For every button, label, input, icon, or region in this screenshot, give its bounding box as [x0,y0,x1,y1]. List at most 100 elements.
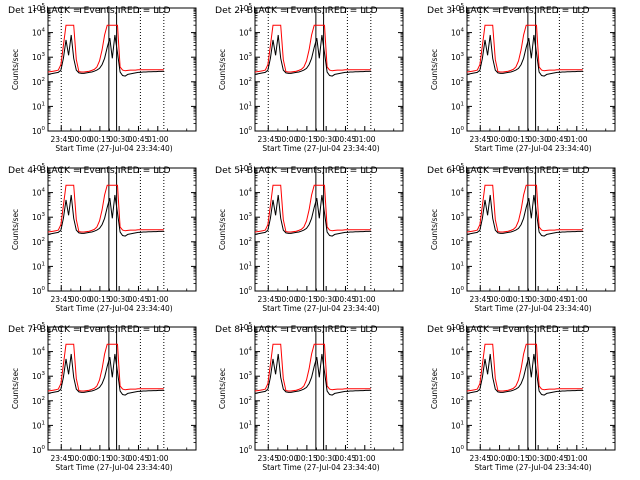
y-tick-label: 100 [239,286,253,296]
x-tick-label: 01:00 [147,135,169,144]
y-tick-label: 102 [451,396,464,406]
series-events-line [254,34,371,77]
plot-panel-2: Det 2r BLACK = Events, RED = LLD 100 101 10… [215,3,404,153]
x-axis-label: Start Time (27-Jul-04 23:34:40) [474,144,591,153]
series-events-line [466,353,583,396]
x-tick-label: 23:45 [257,295,279,304]
x-tick-label: 00:00 [277,295,299,304]
x-tick-label: 01:00 [354,454,376,463]
x-tick-label: 00:30 [108,454,130,463]
y-tick-label: 105 [239,3,253,13]
series-lld-line [47,184,164,233]
x-tick-label: 23:45 [50,135,72,144]
x-tick-label: 00:00 [277,135,299,144]
plot-panel-3: Det 3r BLACK = Events, RED = LLD 100 101 10… [427,3,616,153]
series-lld-line [254,184,371,233]
x-tick-label: 00:45 [128,454,150,463]
plot-panel-9: Det 9r BLACK = Events, RED = LLD 100 101 10… [427,322,616,472]
plot-panel-5: Det 5r BLACK = Events, RED = LLD 100 101 10… [215,163,404,313]
y-tick-label: 102 [32,77,45,87]
plot-frame [47,167,197,292]
x-tick-label: 01:00 [147,295,169,304]
series-events-line [466,34,583,77]
x-tick-label: 23:45 [257,135,279,144]
x-tick-label: 00:15 [296,295,318,304]
y-tick-label: 104 [32,347,46,357]
series-events-line [47,353,164,396]
plot-panel-7: Det 7r BLACK = Events, RED = LLD 100 101 10… [8,322,197,472]
y-tick-label: 102 [239,237,252,247]
y-tick-label: 100 [239,126,253,136]
x-tick-label: 23:45 [469,135,491,144]
plot-title: Det 4r BLACK = Events, RED = LLD [8,165,171,176]
y-tick-label: 100 [32,126,46,136]
y-tick-label: 105 [32,322,46,332]
y-axis-label: Counts/sec [430,368,439,409]
x-tick-label: 00:45 [547,295,569,304]
y-tick-label: 103 [239,52,253,62]
y-tick-label: 100 [32,286,46,296]
y-tick-label: 100 [32,445,46,455]
y-tick-label: 103 [32,371,46,381]
x-tick-label: 00:15 [89,135,111,144]
y-tick-label: 103 [32,212,46,222]
y-tick-label: 105 [239,163,253,173]
y-tick-label: 100 [451,445,465,455]
x-tick-label: 00:45 [335,135,357,144]
x-tick-label: 00:45 [128,135,150,144]
x-tick-label: 00:15 [89,295,111,304]
y-tick-label: 104 [239,347,253,357]
plot-title: Det 1r BLACK = Events, RED = LLD [8,5,171,16]
x-axis-label: Start Time (27-Jul-04 23:34:40) [262,463,379,472]
x-tick-label: 01:00 [354,135,376,144]
series-lld-line [254,24,371,73]
x-tick-label: 01:00 [566,454,588,463]
y-tick-label: 101 [239,101,252,111]
x-tick-label: 00:30 [108,135,130,144]
x-tick-label: 00:00 [489,295,511,304]
x-tick-label: 00:15 [508,295,530,304]
y-tick-label: 105 [32,163,46,173]
x-axis-label: Start Time (27-Jul-04 23:34:40) [55,463,172,472]
x-tick-label: 00:00 [489,454,511,463]
x-axis-label: Start Time (27-Jul-04 23:34:40) [262,144,379,153]
series-events-line [47,194,164,237]
plot-title: Det 8r BLACK = Events, RED = LLD [215,324,378,335]
series-lld-line [47,343,164,392]
y-tick-label: 103 [451,212,465,222]
series-events-line [47,34,164,77]
y-tick-label: 104 [451,28,465,38]
y-axis-label: Counts/sec [430,209,439,250]
y-tick-label: 103 [239,371,253,381]
x-tick-label: 00:45 [547,454,569,463]
x-tick-label: 00:45 [335,295,357,304]
x-axis-label: Start Time (27-Jul-04 23:34:40) [474,463,591,472]
y-tick-label: 104 [239,28,253,38]
y-tick-label: 102 [32,237,45,247]
series-lld-line [47,24,164,73]
y-tick-label: 102 [239,77,252,87]
series-lld-line [466,343,583,392]
x-tick-label: 00:00 [70,454,92,463]
x-axis-label: Start Time (27-Jul-04 23:34:40) [262,304,379,313]
plot-panel-1: Det 1r BLACK = Events, RED = LLD 100 101 10… [8,3,197,153]
series-lld-line [466,184,583,233]
y-tick-label: 102 [239,396,252,406]
y-axis-label: Counts/sec [11,209,20,250]
y-axis-label: Counts/sec [11,49,20,90]
y-tick-label: 100 [451,286,465,296]
y-tick-label: 105 [239,322,253,332]
y-tick-label: 101 [451,420,464,430]
plot-title: Det 7r BLACK = Events, RED = LLD [8,324,171,335]
plot-panel-6: Det 6r BLACK = Events, RED = LLD 100 101 10… [427,163,616,313]
plot-title: Det 6r BLACK = Events, RED = LLD [427,165,590,176]
y-axis-label: Counts/sec [218,209,227,250]
plot-frame [254,326,404,451]
y-tick-label: 102 [451,237,464,247]
plot-title: Det 3r BLACK = Events, RED = LLD [427,5,590,16]
plot-frame [466,167,616,292]
y-tick-label: 103 [451,371,465,381]
x-axis-label: Start Time (27-Jul-04 23:34:40) [474,304,591,313]
series-lld-line [466,24,583,73]
